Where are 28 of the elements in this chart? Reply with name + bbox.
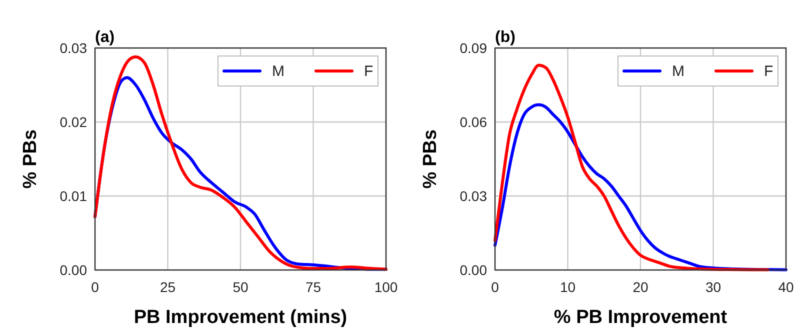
y-tick-label: 0.01 <box>60 188 88 204</box>
x-tick-label: 10 <box>560 279 576 295</box>
legend-label: F <box>364 63 374 80</box>
legend-label: M <box>272 63 284 80</box>
y-tick-label: 0.09 <box>460 40 488 56</box>
x-tick-label: 100 <box>374 279 398 295</box>
y-tick-label: 0.03 <box>60 40 88 56</box>
chart-title: (b) <box>495 29 516 46</box>
y-axis-title: % PBs <box>20 129 41 189</box>
y-tick-label: 0.00 <box>60 262 88 278</box>
y-axis-title: % PBs <box>420 129 441 189</box>
chart-title: (a) <box>95 29 115 46</box>
legend-label: M <box>672 63 684 80</box>
y-tick-label: 0.02 <box>60 114 88 130</box>
x-tick-label: 40 <box>778 279 794 295</box>
x-axis-title: % PB Improvement <box>554 307 728 328</box>
x-tick-label: 75 <box>305 279 322 295</box>
legend-label: F <box>764 63 774 80</box>
x-tick-label: 25 <box>160 279 176 295</box>
x-axis-title: PB Improvement (mins) <box>134 307 348 328</box>
x-tick-label: 20 <box>632 279 648 295</box>
x-tick-label: 30 <box>705 279 722 295</box>
x-tick-label: 50 <box>232 279 248 295</box>
y-tick-label: 0.00 <box>460 262 488 278</box>
y-tick-label: 0.03 <box>460 188 488 204</box>
y-tick-label: 0.06 <box>460 114 488 130</box>
x-tick-label: 0 <box>91 279 100 295</box>
x-tick-label: 0 <box>491 279 500 295</box>
